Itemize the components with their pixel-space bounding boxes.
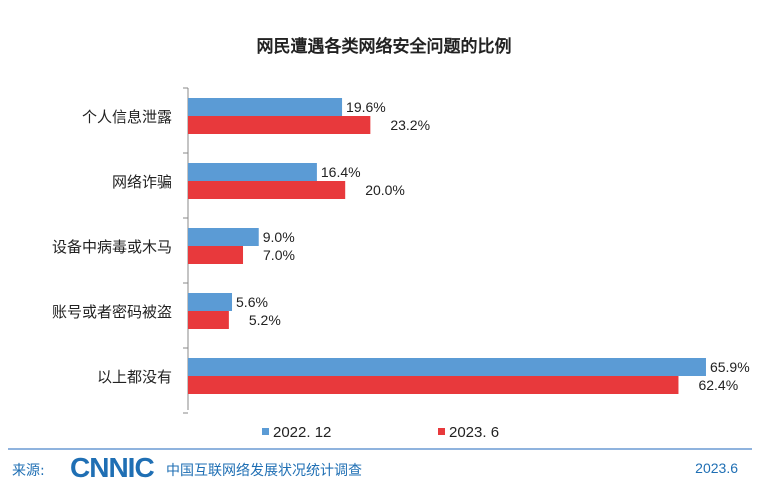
footer-divider [8,448,752,450]
source-label: 来源: [12,463,45,479]
bar-2023-6 [188,311,229,329]
category-label: 个人信息泄露 [82,108,172,126]
data-label: 65.9% [710,359,750,375]
data-label: 5.2% [249,312,281,328]
bar-2023-6 [188,246,244,264]
report-date: 2023.6 [695,460,738,476]
bar-2022-12 [188,228,259,246]
data-label: 19.6% [346,99,386,115]
bar-2023-6 [188,376,679,394]
data-label: 16.4% [321,164,361,180]
data-label: 62.4% [698,377,738,393]
category-label: 以上都没有 [97,368,172,386]
footer: 来源: CNNIC 中国互联网络发展状况统计调查 2023.6 [0,448,768,490]
data-label: 20.0% [365,182,405,198]
cnnic-logo: CNNIC [70,452,155,483]
category-label: 设备中病毒或木马 [52,238,172,256]
chart-title: 网民遭遇各类网络安全问题的比例 [257,36,512,57]
data-label: 7.0% [263,247,295,263]
category-label: 网络诈骗 [112,173,172,191]
category-label: 账号或者密码被盗 [52,303,172,321]
bar-2023-6 [188,181,346,199]
bar-2022-12 [188,293,233,311]
legend-label: 2023. 6 [449,424,499,441]
legend-label: 2022. 12 [273,424,331,441]
source-org: 中国互联网络发展状况统计调查 [166,463,362,479]
legend-swatch [438,428,445,435]
legend-swatch [262,428,269,435]
data-label: 5.6% [236,294,268,310]
bar-2022-12 [188,98,343,116]
data-label: 9.0% [263,229,295,245]
bar-2023-6 [188,116,371,134]
bar-2022-12 [188,163,317,181]
bar-2022-12 [188,358,706,376]
data-label: 23.2% [390,117,430,133]
